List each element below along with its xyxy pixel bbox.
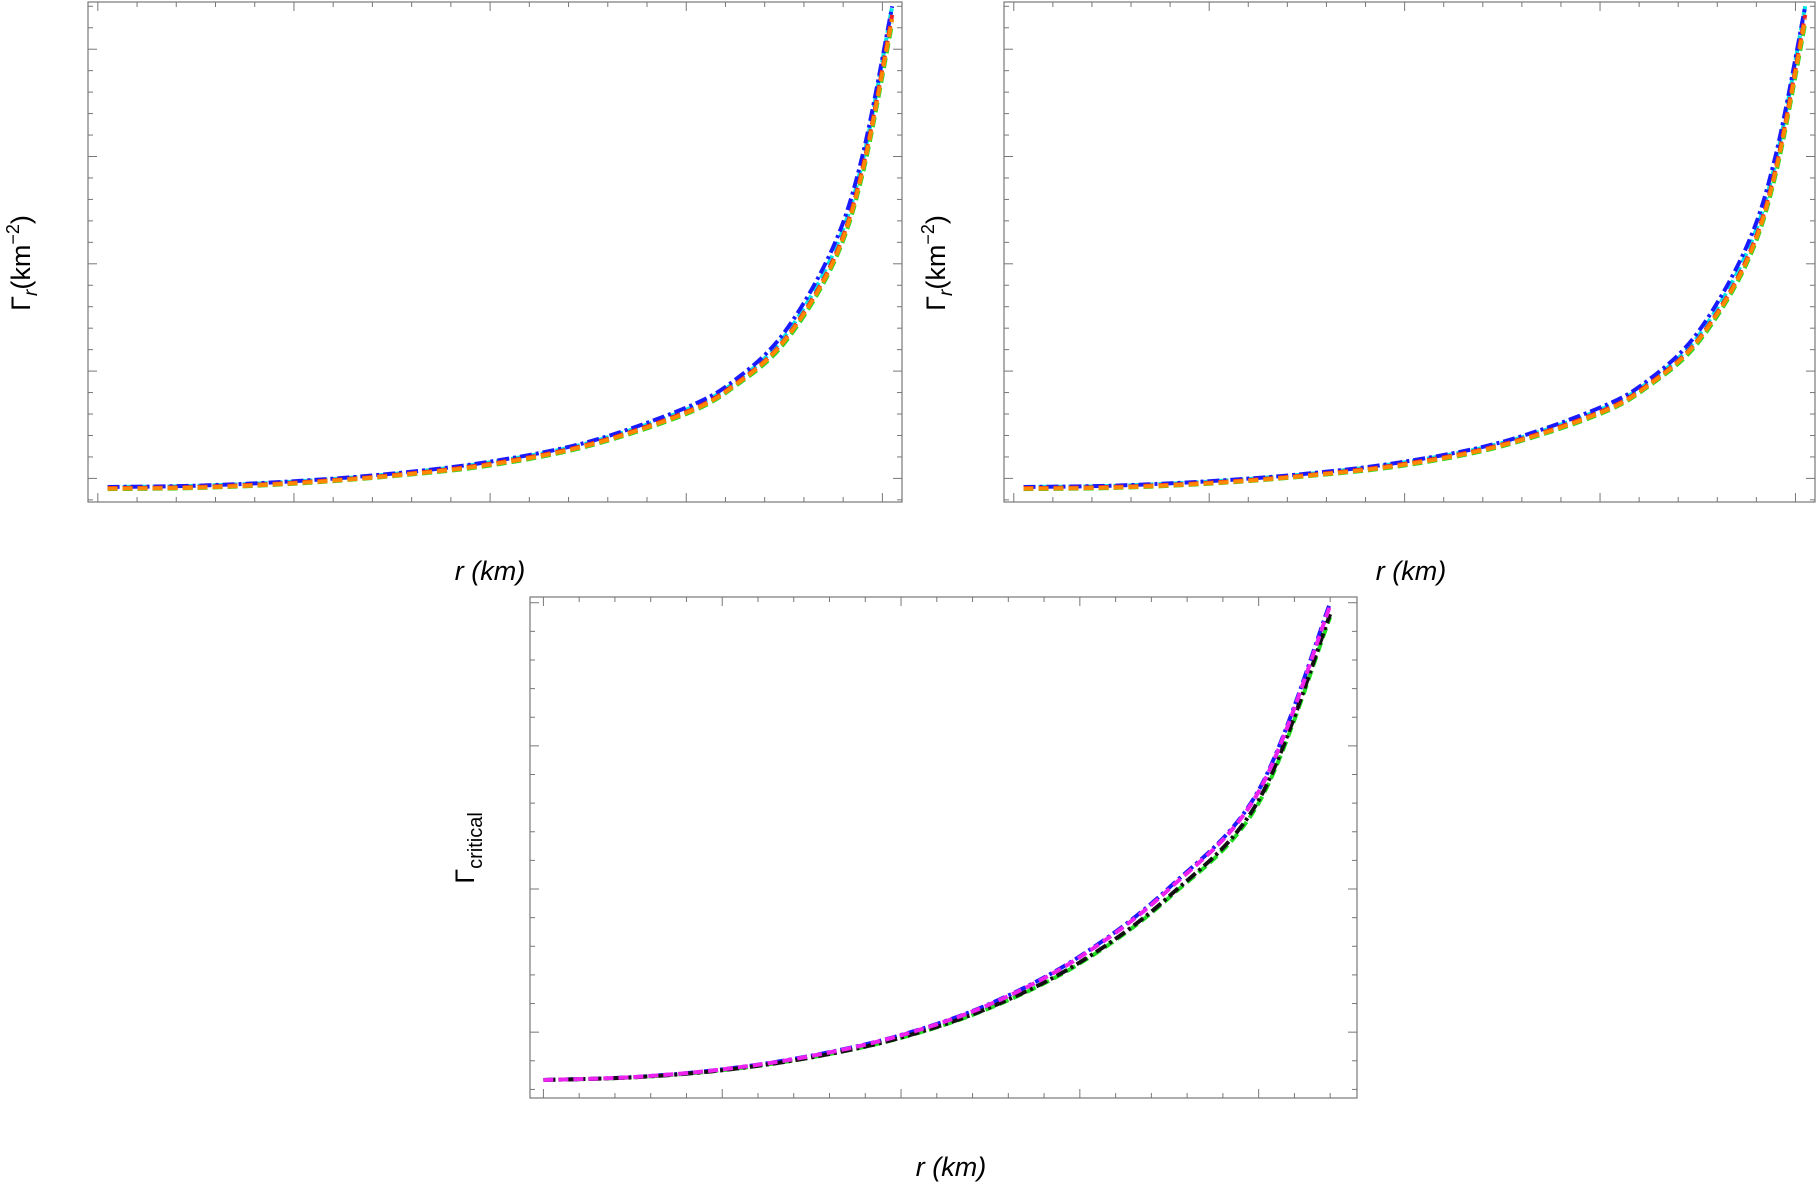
series-line xyxy=(1023,18,1808,491)
series-line xyxy=(1023,23,1808,492)
series-line xyxy=(107,23,895,492)
chart-1: r (km) Γr(km−2) xyxy=(3,1,903,586)
y-axis-title: Γr(km−2) xyxy=(918,215,957,311)
series-line xyxy=(543,613,1333,1082)
x-axis-title: r (km) xyxy=(455,556,525,586)
series-line xyxy=(107,5,895,489)
series-line xyxy=(543,602,1333,1082)
y-axis-title: Γcritical xyxy=(450,812,487,884)
series-line xyxy=(543,604,1333,1082)
chart-3: r (km) Γcritical xyxy=(450,596,1358,1182)
plot-frame xyxy=(1003,1,1816,503)
series-line xyxy=(107,18,895,491)
series-line xyxy=(107,14,895,491)
x-axis-title: r (km) xyxy=(916,1152,986,1182)
series-line xyxy=(543,616,1333,1082)
series-line xyxy=(1023,5,1808,489)
x-axis-title: r (km) xyxy=(1376,556,1446,586)
plot-frame xyxy=(529,596,1358,1099)
y-axis-title: Γr(km−2) xyxy=(3,215,42,311)
series-line xyxy=(1023,14,1808,491)
plot-frame xyxy=(87,1,903,503)
series-line xyxy=(107,5,895,489)
chart-2: r (km) Γr(km−2) xyxy=(918,1,1816,586)
series-line xyxy=(1023,5,1808,489)
